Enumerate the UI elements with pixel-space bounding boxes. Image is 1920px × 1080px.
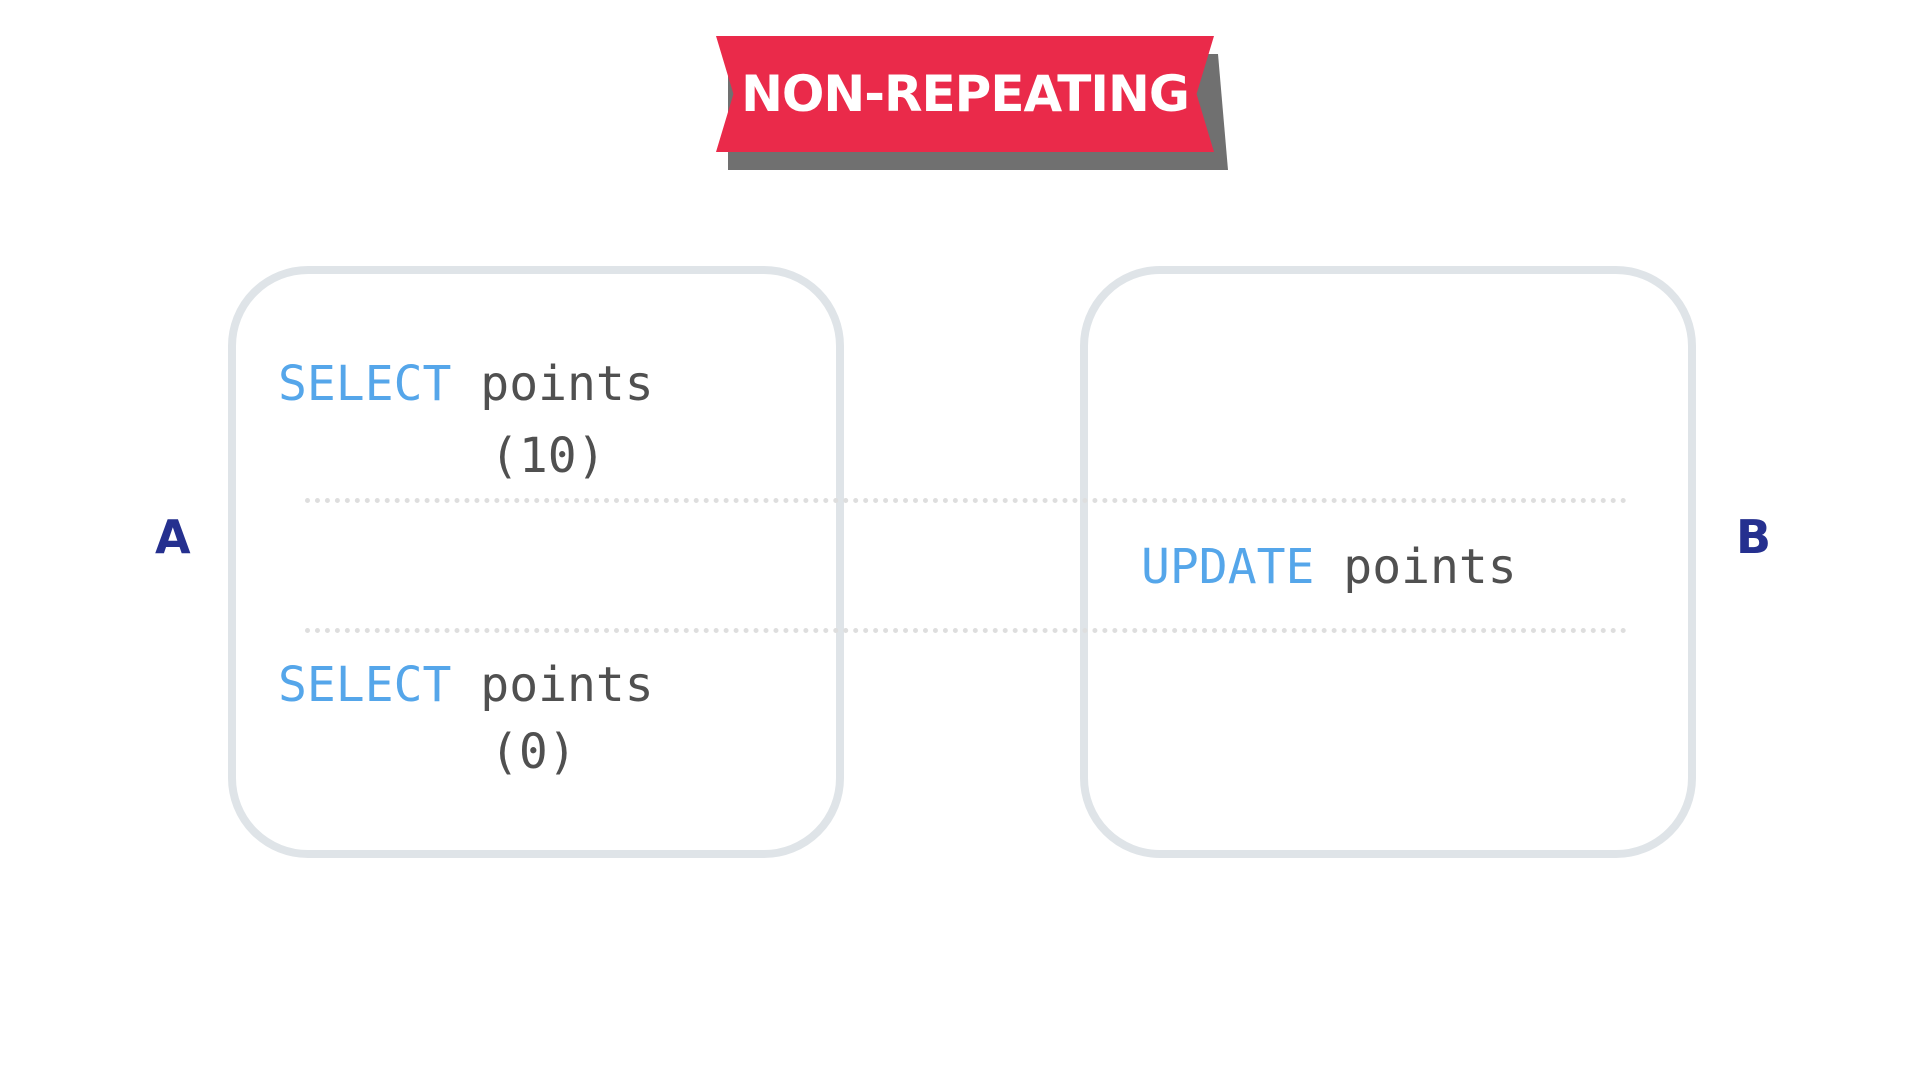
title-banner: NON-REPEATING [716, 36, 1228, 172]
time-separator-2 [305, 628, 1627, 633]
banner-title: NON-REPEATING [741, 65, 1190, 123]
banner-ribbon: NON-REPEATING [716, 36, 1214, 152]
transaction-a-box [228, 266, 844, 858]
transaction-a-statement-2: SELECT points [278, 661, 654, 709]
transaction-b-statement-1: UPDATE points [1141, 543, 1517, 591]
transaction-a-result-1: (10) [490, 428, 606, 484]
sql-identifier: points [1343, 539, 1517, 595]
transaction-a-label: A [155, 510, 191, 564]
transaction-b-box [1080, 266, 1696, 858]
sql-keyword: UPDATE [1141, 539, 1315, 595]
time-separator-1 [305, 498, 1627, 503]
sql-keyword: SELECT [278, 356, 452, 412]
transaction-a-statement-1: SELECT points [278, 360, 654, 408]
sql-identifier: points [480, 356, 654, 412]
sql-keyword: SELECT [278, 657, 452, 713]
transaction-b-label: B [1736, 510, 1772, 564]
sql-identifier: points [480, 657, 654, 713]
transaction-a-result-2: (0) [490, 724, 577, 780]
